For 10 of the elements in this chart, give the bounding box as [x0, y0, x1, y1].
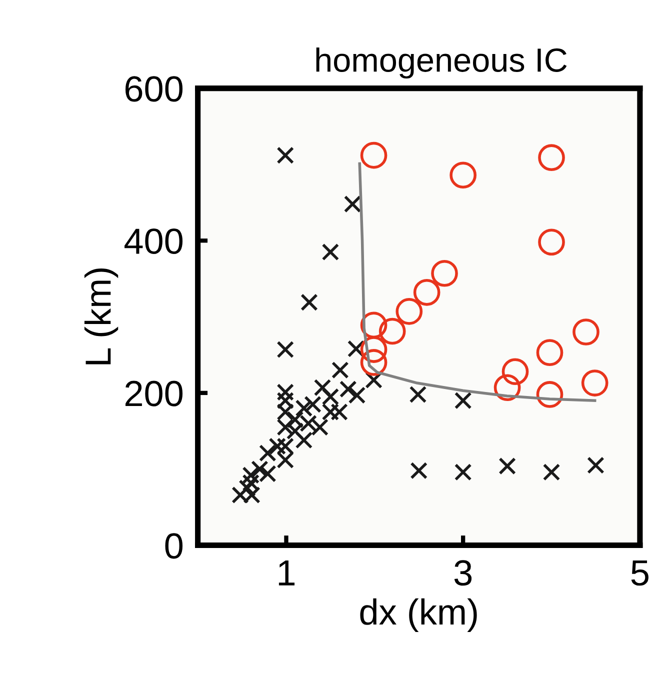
x-tick-label: 5 [631, 560, 648, 586]
y-axis-title: L (km) [84, 268, 118, 364]
chart-title: homogeneous IC [316, 47, 567, 79]
x-tick-label: 1 [278, 560, 295, 586]
y-tick-label: 400 [124, 228, 183, 254]
x-tick-label: 3 [454, 560, 472, 586]
y-tick-label: 600 [126, 76, 183, 102]
y-tick-label: 200 [125, 380, 183, 406]
y-tick-label: 0 [165, 533, 183, 559]
x-axis-title: dx (km) [360, 598, 477, 632]
